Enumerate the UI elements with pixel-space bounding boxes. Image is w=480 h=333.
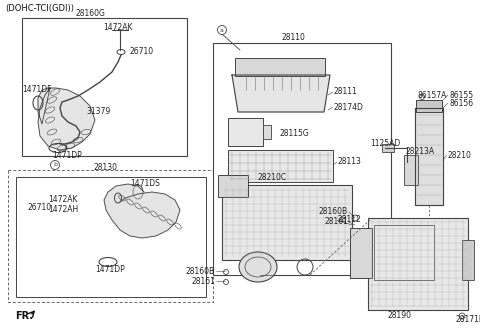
Bar xyxy=(416,100,442,112)
Text: 1125AD: 1125AD xyxy=(370,139,400,148)
Polygon shape xyxy=(104,184,180,238)
Text: 1471DP: 1471DP xyxy=(52,152,82,161)
Text: 86157A: 86157A xyxy=(417,91,446,100)
Text: 1472AK: 1472AK xyxy=(48,195,77,204)
Text: 1471DS: 1471DS xyxy=(130,178,160,187)
Text: a: a xyxy=(220,28,224,33)
Text: 28161: 28161 xyxy=(191,276,215,285)
Text: 1471DF: 1471DF xyxy=(22,86,51,95)
Text: 26710: 26710 xyxy=(130,48,154,57)
Bar xyxy=(462,240,474,280)
Polygon shape xyxy=(38,88,95,150)
Text: FR.: FR. xyxy=(15,311,33,321)
Text: 28161: 28161 xyxy=(324,217,348,226)
Text: 28160B: 28160B xyxy=(319,207,348,216)
Text: 28130: 28130 xyxy=(93,163,117,171)
Bar xyxy=(8,170,213,302)
Bar xyxy=(404,155,418,185)
Text: 28213A: 28213A xyxy=(405,148,434,157)
Bar xyxy=(263,125,271,139)
Text: 26710: 26710 xyxy=(28,202,52,211)
Text: 28115G: 28115G xyxy=(280,130,310,139)
Bar xyxy=(368,218,468,310)
Bar xyxy=(374,225,434,280)
Text: 1471DP: 1471DP xyxy=(95,265,125,274)
Bar xyxy=(350,228,372,278)
Text: 86155: 86155 xyxy=(449,91,473,100)
Bar xyxy=(228,118,263,146)
Bar xyxy=(16,177,206,297)
Text: 86156: 86156 xyxy=(449,99,473,108)
Bar xyxy=(235,58,325,76)
Circle shape xyxy=(50,161,60,169)
Text: 1472AH: 1472AH xyxy=(48,205,78,214)
Bar xyxy=(222,185,352,260)
Text: 28160G: 28160G xyxy=(75,10,105,19)
Polygon shape xyxy=(232,75,330,112)
Text: 28210: 28210 xyxy=(447,151,471,160)
Text: 1472AK: 1472AK xyxy=(103,24,132,33)
Circle shape xyxy=(217,26,227,35)
Text: 28171K: 28171K xyxy=(456,315,480,324)
Text: (DOHC-TCI(GDI)): (DOHC-TCI(GDI)) xyxy=(5,4,74,13)
Text: 31379: 31379 xyxy=(86,108,110,117)
Text: 28112: 28112 xyxy=(337,215,361,224)
Text: 28174D: 28174D xyxy=(333,103,363,112)
Ellipse shape xyxy=(239,252,277,282)
Bar xyxy=(213,43,391,275)
Bar xyxy=(22,18,187,156)
Bar xyxy=(218,175,248,197)
Text: 28190: 28190 xyxy=(388,310,412,319)
Bar xyxy=(382,144,394,152)
Polygon shape xyxy=(415,108,443,205)
Bar xyxy=(228,150,333,182)
Text: 28160B: 28160B xyxy=(186,266,215,275)
Text: 28113: 28113 xyxy=(337,158,361,166)
Text: 28110: 28110 xyxy=(281,34,305,43)
Text: 28210C: 28210C xyxy=(258,173,287,182)
Text: 28111: 28111 xyxy=(333,88,357,97)
Text: b: b xyxy=(53,163,57,167)
